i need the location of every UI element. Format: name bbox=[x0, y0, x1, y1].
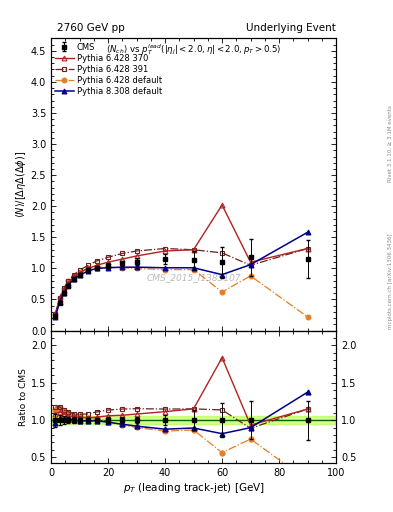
Pythia 6.428 default bbox=[72, 273, 76, 279]
Pythia 8.308 default bbox=[66, 282, 71, 288]
Pythia 6.428 391 bbox=[134, 248, 139, 254]
Pythia 6.428 default bbox=[62, 286, 66, 292]
Pythia 8.308 default bbox=[72, 276, 76, 282]
Pythia 6.428 370 bbox=[62, 287, 66, 293]
Pythia 6.428 default bbox=[66, 279, 71, 285]
Pythia 6.428 370 bbox=[53, 312, 58, 318]
Pythia 6.428 391 bbox=[305, 245, 310, 251]
Pythia 6.428 370 bbox=[163, 248, 167, 254]
Pythia 6.428 391 bbox=[77, 267, 82, 273]
Pythia 6.428 391 bbox=[220, 250, 224, 256]
Text: mcplots.cern.ch [arXiv:1306.3436]: mcplots.cern.ch [arXiv:1306.3436] bbox=[388, 234, 393, 329]
Pythia 6.428 391 bbox=[57, 294, 62, 301]
Pythia 6.428 391 bbox=[86, 262, 90, 268]
Pythia 8.308 default bbox=[134, 264, 139, 270]
Pythia 8.308 default bbox=[86, 268, 90, 274]
Pythia 6.428 370 bbox=[248, 259, 253, 265]
Pythia 6.428 370 bbox=[134, 253, 139, 259]
Pythia 6.428 370 bbox=[220, 202, 224, 208]
Pythia 8.308 default bbox=[248, 262, 253, 268]
Pythia 6.428 default bbox=[106, 264, 110, 270]
Pythia 6.428 391 bbox=[106, 254, 110, 260]
Text: $\langle N_{ch}\rangle$ vs $p_T^{lead}(|\eta_j|<2.0, \eta|<2.0, p_T>0.5)$: $\langle N_{ch}\rangle$ vs $p_T^{lead}(|… bbox=[106, 43, 281, 57]
Pythia 6.428 370 bbox=[106, 259, 110, 265]
Text: CMS_2015_I1385107: CMS_2015_I1385107 bbox=[146, 273, 241, 283]
Legend: CMS, Pythia 6.428 370, Pythia 6.428 391, Pythia 6.428 default, Pythia 8.308 defa: CMS, Pythia 6.428 370, Pythia 6.428 391,… bbox=[53, 41, 164, 98]
Line: Pythia 6.428 default: Pythia 6.428 default bbox=[53, 265, 310, 319]
Pythia 6.428 391 bbox=[72, 271, 76, 278]
Pythia 8.308 default bbox=[305, 229, 310, 236]
Text: Underlying Event: Underlying Event bbox=[246, 23, 336, 33]
Pythia 8.308 default bbox=[163, 265, 167, 271]
Y-axis label: $\langle N\rangle/[\Delta\eta\Delta(\Delta\phi)]$: $\langle N\rangle/[\Delta\eta\Delta(\Del… bbox=[14, 151, 28, 218]
Pythia 8.308 default bbox=[106, 265, 110, 271]
Pythia 6.428 391 bbox=[66, 278, 71, 284]
Pythia 6.428 370 bbox=[77, 270, 82, 276]
Pythia 6.428 370 bbox=[94, 262, 99, 268]
Line: Pythia 8.308 default: Pythia 8.308 default bbox=[53, 230, 310, 319]
Pythia 6.428 default bbox=[248, 273, 253, 279]
Pythia 6.428 370 bbox=[66, 280, 71, 286]
Pythia 6.428 default bbox=[53, 311, 58, 317]
Text: Rivet 3.1.10, ≥ 3.1M events: Rivet 3.1.10, ≥ 3.1M events bbox=[388, 105, 393, 182]
Pythia 6.428 370 bbox=[57, 296, 62, 303]
Pythia 8.308 default bbox=[120, 264, 125, 270]
Pythia 6.428 370 bbox=[191, 247, 196, 253]
Pythia 6.428 391 bbox=[120, 250, 125, 257]
Pythia 6.428 default bbox=[94, 264, 99, 270]
Pythia 6.428 default bbox=[191, 267, 196, 273]
Pythia 6.428 default bbox=[120, 265, 125, 271]
Y-axis label: Ratio to CMS: Ratio to CMS bbox=[19, 368, 28, 426]
Pythia 6.428 default bbox=[305, 314, 310, 320]
Pythia 8.308 default bbox=[57, 299, 62, 305]
Pythia 8.308 default bbox=[77, 272, 82, 279]
Line: Pythia 6.428 391: Pythia 6.428 391 bbox=[53, 246, 310, 316]
Pythia 6.428 370 bbox=[86, 265, 90, 271]
Pythia 6.428 391 bbox=[62, 285, 66, 291]
Pythia 8.308 default bbox=[62, 290, 66, 296]
Pythia 6.428 default bbox=[86, 265, 90, 271]
Bar bbox=[51, 416, 336, 424]
Pythia 6.428 default bbox=[77, 268, 82, 274]
Line: Pythia 6.428 370: Pythia 6.428 370 bbox=[53, 203, 310, 317]
Pythia 6.428 370 bbox=[72, 273, 76, 280]
Pythia 8.308 default bbox=[191, 265, 196, 271]
Pythia 6.428 391 bbox=[94, 258, 99, 264]
Pythia 6.428 default bbox=[163, 267, 167, 273]
Pythia 6.428 370 bbox=[120, 256, 125, 262]
Pythia 6.428 391 bbox=[248, 262, 253, 268]
Pythia 8.308 default bbox=[220, 271, 224, 278]
Pythia 6.428 default bbox=[57, 295, 62, 301]
Pythia 6.428 391 bbox=[191, 247, 196, 253]
Pythia 6.428 default bbox=[220, 289, 224, 295]
Pythia 8.308 default bbox=[53, 314, 58, 320]
Text: 2760 GeV pp: 2760 GeV pp bbox=[57, 23, 125, 33]
Pythia 6.428 391 bbox=[53, 311, 58, 317]
Pythia 6.428 391 bbox=[163, 245, 167, 251]
X-axis label: $p_T$ (leading track-jet) [GeV]: $p_T$ (leading track-jet) [GeV] bbox=[123, 481, 264, 495]
Pythia 6.428 default bbox=[134, 265, 139, 271]
Pythia 6.428 370 bbox=[305, 245, 310, 251]
Pythia 8.308 default bbox=[94, 265, 99, 271]
